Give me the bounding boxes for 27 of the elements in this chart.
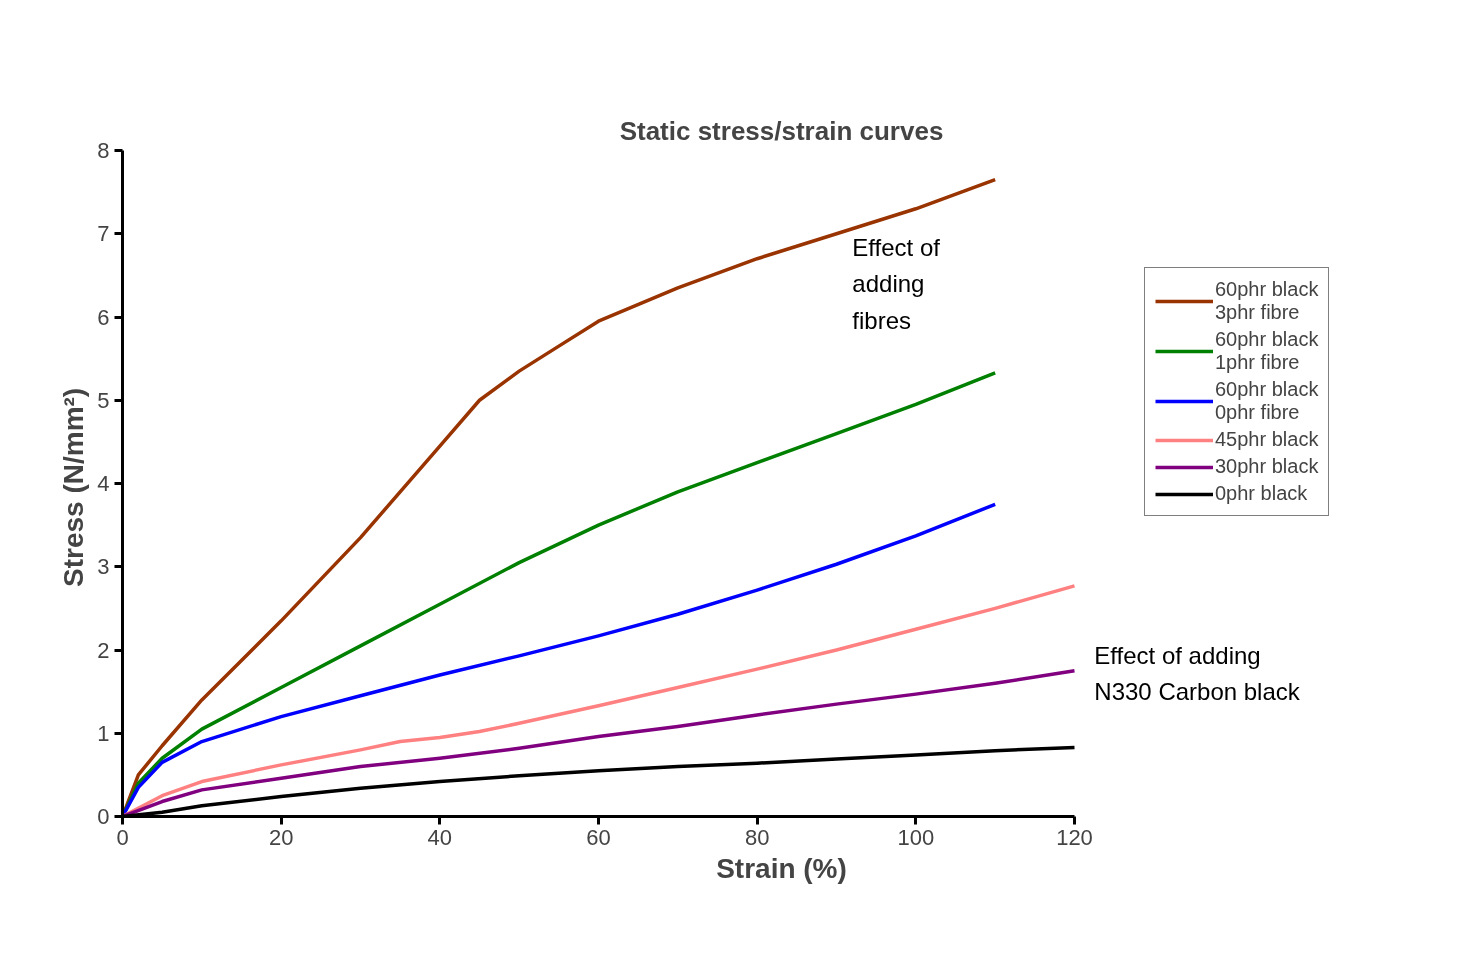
y-tick-label: 3	[97, 554, 110, 580]
legend-label: 60phr black 0phr fibre	[1215, 378, 1319, 424]
x-tick-label: 80	[744, 824, 770, 850]
legend-label: 60phr black 1phr fibre	[1215, 328, 1319, 374]
x-tick-label: 40	[427, 824, 453, 850]
legend-label: 30phr black	[1215, 455, 1319, 478]
y-tick-label: 5	[97, 387, 110, 413]
y-tick-label: 4	[97, 471, 110, 496]
y-tick-label: 2	[97, 637, 110, 663]
chart-title: Static stress/strain curves	[619, 115, 944, 146]
y-tick-label: 7	[97, 221, 110, 247]
x-tick-label: 20	[268, 824, 294, 850]
legend-label: 0phr black	[1215, 482, 1308, 505]
y-tick-label: 8	[97, 138, 110, 163]
y-tick-label: 1	[97, 720, 110, 746]
x-tick-label: 60	[586, 824, 611, 850]
y-tick-label: 0	[97, 804, 110, 829]
x-axis-title: Strain (%)	[716, 852, 847, 884]
x-tick-label: 100	[897, 824, 935, 850]
x-tick-label: 0	[116, 824, 129, 850]
y-axis-title: Stress (N/mm²)	[58, 387, 90, 587]
text: Effect of adding N330 Carbon black	[1094, 641, 1301, 706]
legend-label: 60phr black 3phr fibre	[1215, 278, 1319, 324]
x-tick-label: 120	[1056, 824, 1093, 850]
y-tick-label: 6	[97, 304, 110, 330]
legend-label: 45phr black	[1215, 428, 1319, 451]
annotation: Effect of adding fibres	[852, 233, 941, 334]
